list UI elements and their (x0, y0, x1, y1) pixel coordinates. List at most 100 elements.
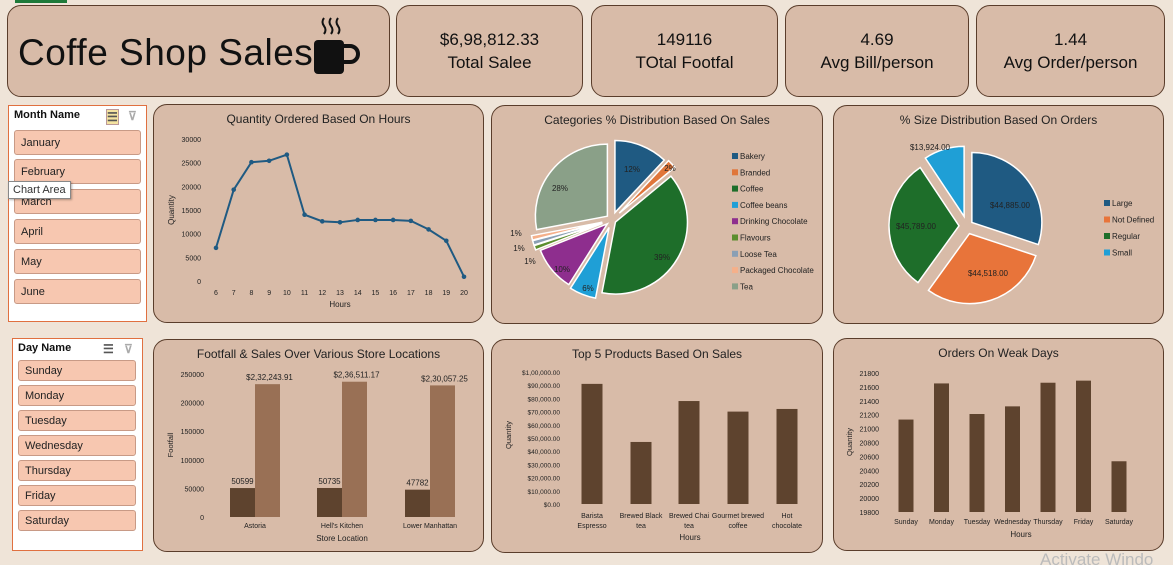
slicer-header: Month Name ☰ ⊽ (9, 106, 146, 126)
data-point (426, 227, 431, 232)
chart-products-card[interactable]: Top 5 Products Based On Sales $0.00 $10,0… (491, 339, 823, 553)
bar (1040, 382, 1056, 512)
legend-swatch (732, 169, 738, 176)
y-tick-label: 150000 (181, 429, 204, 436)
legend-swatch (732, 283, 738, 290)
y-axis-label: Quantity (845, 428, 854, 456)
y-axis-label: Quantity (504, 421, 513, 449)
slicer-item-june[interactable]: June (14, 279, 141, 304)
pie-slice (614, 139, 666, 215)
bar (255, 384, 280, 517)
y-tick-label: $70,000.00 (527, 410, 560, 417)
legend-label: Bakery (740, 152, 765, 161)
slicer-item-saturday[interactable]: Saturday (18, 510, 136, 531)
slicer-item-thursday[interactable]: Thursday (18, 460, 136, 481)
legend-swatch (732, 218, 738, 225)
x-tick-label: tea (684, 523, 694, 530)
legend-label: Packaged Chocolate (740, 266, 814, 275)
x-axis-label: Store Location (316, 534, 368, 543)
data-point (443, 238, 449, 244)
data-point (302, 212, 307, 218)
x-tick-label: 8 (249, 290, 253, 297)
bar (230, 488, 255, 517)
x-tick-label: 9 (267, 290, 271, 297)
bar (969, 414, 985, 512)
slicer-item-monday[interactable]: Monday (18, 385, 136, 406)
pie-slice (618, 159, 676, 214)
month-slicer[interactable]: Month Name ☰ ⊽ January February March Ap… (8, 105, 147, 322)
y-tick-label: $90,000.00 (527, 383, 560, 390)
legend-label: Loose Tea (740, 250, 777, 259)
pie-slice (569, 227, 610, 300)
data-point (266, 158, 272, 164)
y-tick-label: 20800 (860, 441, 880, 448)
slicer-item-january[interactable]: January (14, 130, 141, 155)
x-tick-label: Wednesday (994, 519, 1031, 526)
multi-select-icon[interactable]: ☰ (103, 342, 114, 356)
legend-swatch (1104, 249, 1110, 256)
data-label: 47782 (406, 479, 429, 488)
legend-swatch (732, 153, 738, 159)
page-title: Coffe Shop Sales (18, 32, 314, 73)
x-tick-label: coffee (729, 523, 748, 530)
x-tick-label: Astoria (244, 523, 266, 530)
chart-sizes-card[interactable]: % Size Distribution Based On Orders $44,… (833, 105, 1164, 324)
data-label: 50599 (231, 477, 254, 486)
bar (317, 487, 342, 517)
x-tick-label: 16 (389, 290, 397, 297)
pie-slice (530, 221, 603, 241)
slicer-item-tuesday[interactable]: Tuesday (18, 410, 136, 431)
data-point (213, 245, 219, 251)
slice-label: 2% (664, 164, 676, 173)
y-tick-label: 21200 (860, 413, 880, 420)
slice-label: $44,885.00 (990, 201, 1031, 210)
x-tick-label: Hot (782, 513, 793, 520)
clear-filter-icon[interactable]: ⊽ (128, 109, 137, 123)
data-label: $2,36,511.17 (333, 371, 380, 380)
chart-title: Footfall & Sales Over Various Store Loca… (196, 347, 441, 361)
y-tick-label: 250000 (181, 372, 204, 379)
bar (1076, 380, 1091, 512)
y-tick-label: 10000 (182, 232, 202, 239)
chart-title: % Size Distribution Based On Orders (899, 113, 1098, 127)
slice-label: 6% (582, 284, 594, 293)
kpi-value: 149116 (656, 30, 713, 49)
slicer-item-may[interactable]: May (14, 249, 141, 274)
products-bar-chart: $0.00 $10,000.00 $20,000.00 $30,000.00 $40,0… (504, 370, 802, 542)
chart-categories-card[interactable]: Categories % Distribution Based On Sales… (491, 105, 823, 324)
slicer-item-wednesday[interactable]: Wednesday (18, 435, 136, 456)
kpi-avg-bill: 4.69 Avg Bill/person (785, 5, 969, 97)
slicer-header: Day Name ☰ ⊽ (13, 339, 142, 359)
y-tick-label: 20200 (860, 482, 880, 489)
data-label: $2,32,243.91 (246, 373, 293, 382)
slice-label: 10% (554, 265, 570, 274)
y-tick-label: $40,000.00 (527, 449, 560, 456)
y-axis-label: Footfall (166, 432, 175, 457)
day-slicer[interactable]: Day Name ☰ ⊽ Sunday Monday Tuesday Wedne… (12, 338, 143, 551)
slicer-item-february[interactable]: February (14, 159, 141, 184)
x-axis-label: Hours (329, 300, 350, 309)
bar (1111, 461, 1127, 512)
y-tick-label: $20,000.00 (527, 476, 560, 483)
legend-swatch (732, 234, 738, 241)
x-tick-label: 14 (354, 290, 362, 297)
kpi-label: Avg Order/person (1003, 53, 1138, 72)
legend-label: Not Defined (1112, 216, 1154, 225)
multi-select-icon[interactable]: ☰ (106, 109, 119, 125)
chart-weekdays-card[interactable]: Orders On Weak Days 19800 20000 20200 20400… (833, 338, 1164, 551)
series-line (215, 153, 465, 278)
clear-filter-icon[interactable]: ⊽ (124, 342, 133, 356)
chart-hours-card[interactable]: Quantity Ordered Based On Hours 0 5000 100… (153, 104, 484, 323)
kpi-total-footfall: 149116 TOtal Footfal (591, 5, 778, 97)
slicer-item-friday[interactable]: Friday (18, 485, 136, 506)
y-tick-label: 21000 (860, 427, 880, 434)
y-tick-label: $80,000.00 (527, 396, 560, 403)
data-point (284, 152, 290, 157)
y-tick-label: 20600 (860, 454, 880, 461)
slicer-item-sunday[interactable]: Sunday (18, 360, 136, 381)
x-axis-label: Hours (1010, 530, 1031, 539)
chart-stores-card[interactable]: Footfall & Sales Over Various Store Loca… (153, 339, 484, 552)
slicer-item-april[interactable]: April (14, 219, 141, 244)
y-tick-label: 5000 (185, 255, 201, 262)
data-point (355, 217, 361, 223)
